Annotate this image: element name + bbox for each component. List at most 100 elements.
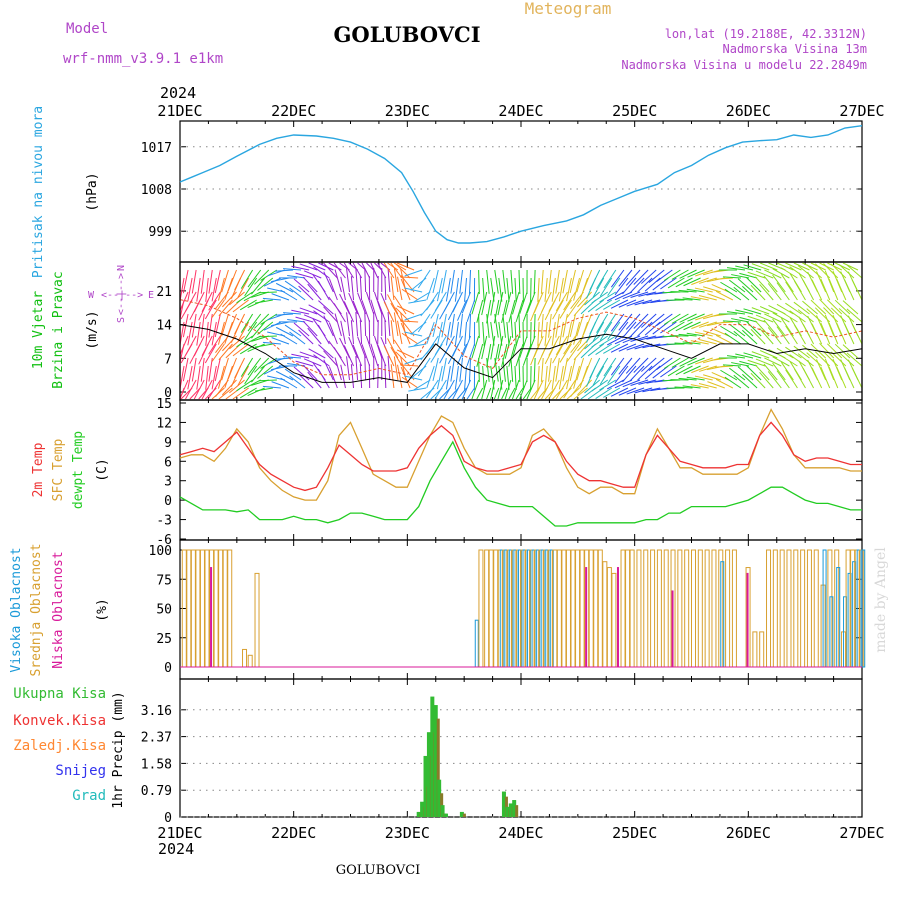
wind-arrow [387,312,391,337]
wind-arrow [395,351,411,367]
wind-arrow [599,365,613,385]
wind-arrow [284,280,302,293]
wind-arrow [683,277,701,287]
wind-arrow [541,291,552,313]
wind-arrow [390,276,395,301]
wind-arrow [802,324,815,345]
wind-arrow [400,364,419,367]
wind-arrow [584,379,601,394]
wind-arrow [566,321,572,346]
wind-arrow [239,299,257,311]
wind-arrow [193,291,205,313]
wind-arrow [772,312,790,323]
wind-arrow [393,268,399,293]
wind-arrow [846,352,863,367]
wind-arrow [377,262,387,279]
wind-arrow [595,299,613,311]
precip-ytick-label: 3.16 [141,704,172,719]
wind-arrow [533,335,544,358]
wind-arrow [291,309,310,315]
wind-arrow [772,362,786,381]
wind-arrow [404,269,423,277]
mid-cloud-bar [575,549,581,668]
mid-cloud-bar [222,549,228,668]
wind-arrow [816,359,827,381]
wind-arrow [682,297,701,301]
wind-arrow [333,262,346,279]
wind-arrow [714,365,733,368]
wind-arrow [240,313,254,333]
wind-arrow [722,364,741,367]
wind-arrow [599,321,613,341]
wind-arrow [515,299,524,323]
year-bottom: 2024 [158,840,194,858]
mid-cloud-bar [691,549,696,668]
wind-arrow [303,270,322,279]
wind-arrow [502,313,506,338]
wind-arrow [582,269,593,292]
wind-arrow [780,311,798,323]
wind-arrow [715,290,734,301]
wind-arrow [514,365,517,390]
wind-arrow [481,335,488,360]
wind-arrow [227,313,237,336]
wind-arrow [287,274,306,279]
wind-arrow [280,333,298,345]
sfc-temp-label: SFC Temp [51,439,66,502]
wind-arrow [404,375,423,381]
wind-arrow [642,387,661,393]
wind-arrow [271,365,290,371]
total-precip-bar [501,791,506,817]
cloud-unit-label: (%) [95,598,110,621]
wind-arrow [359,276,363,301]
mid-cloud-bar [656,549,662,668]
temperature-panel: -6 -3 0 3 6 9 12 15 [156,397,863,548]
wind-arrow [797,309,814,323]
model-label: Model [66,21,108,37]
wind-arrow [502,269,506,294]
wind-arrow [205,321,209,346]
wind-arrow [478,269,480,294]
wind-arrow [510,313,514,338]
compass-arrows-vertical: <--|--> [116,273,127,315]
total-precip-bar [443,813,448,817]
wind-arrow [599,277,613,297]
wind-arrow [551,277,556,302]
wind-arrow [548,313,552,338]
wind-arrow [722,276,741,279]
wind-arrow [606,379,625,390]
x-tick-bottom-label: 24DEC [498,824,543,842]
wind-arrow [390,364,395,389]
wind-arrow [441,313,447,338]
wind-arrow [413,335,431,347]
wind-arrow [663,313,681,325]
mid-cloud-bar [663,549,669,668]
x-tick-top-label: 23DEC [385,102,430,120]
wind-arrow [842,344,859,359]
wind-arrow [468,269,472,294]
wind-arrow [236,335,253,348]
wind-arrow [683,365,701,375]
precip-legend-label: Grad [72,788,106,804]
wind-arrow [313,266,330,279]
wind-arrow [211,277,217,302]
wind-arrow [274,313,294,316]
wind-arrow [359,364,363,389]
wind-arrow [754,276,770,293]
wind-arrow [576,269,585,293]
wind-arrow [626,387,645,395]
wind-arrow [234,313,246,335]
wind-arrow [308,348,326,359]
total-precip-bar [423,755,428,817]
wind-arrow [201,335,213,356]
temperature-ytick-label: 6 [164,455,172,470]
wind-arrow [302,364,318,381]
wind-arrow [448,387,459,400]
wind-arrow [280,377,298,389]
wind-arrow [454,321,459,346]
wind-arrow [806,264,822,279]
wind-arrow [243,379,261,390]
wind-arrow [275,370,294,381]
wind-arrow [785,369,798,389]
wind-arrow [346,356,350,381]
